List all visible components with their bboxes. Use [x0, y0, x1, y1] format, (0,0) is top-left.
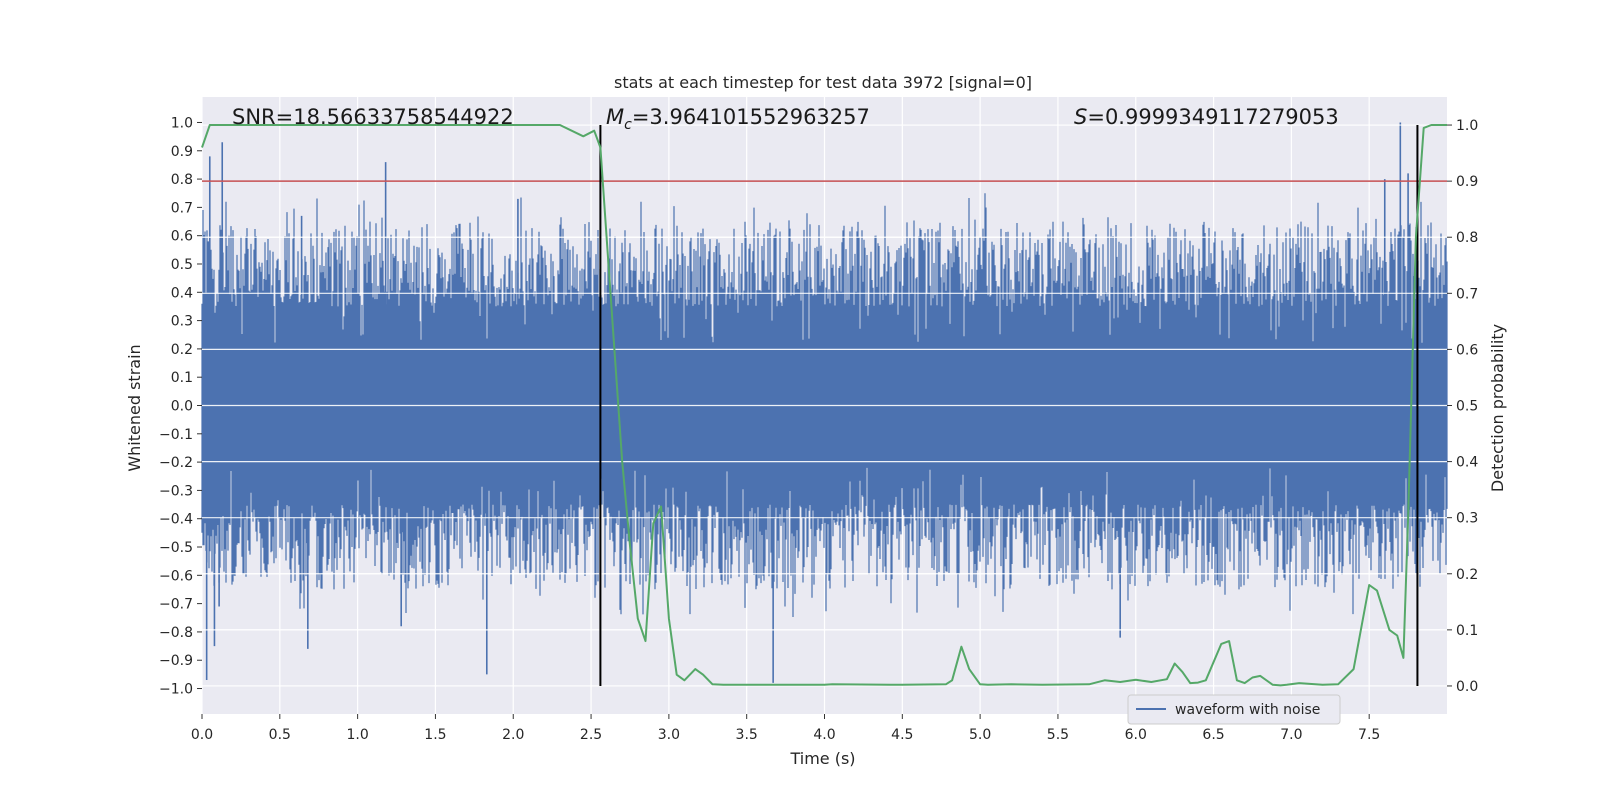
y-tick-label: 0.2 — [171, 342, 193, 358]
y-tick-label: 1.0 — [171, 115, 193, 131]
x-tick-label: 3.5 — [736, 727, 758, 743]
y-tick-label: −0.7 — [159, 597, 193, 613]
chirp-mass-subscript: c — [624, 117, 632, 133]
x-tick-label: 7.5 — [1358, 727, 1380, 743]
y-tick-label: −0.2 — [159, 455, 193, 471]
chirp-mass-value: =3.964101552963257 — [632, 105, 870, 129]
y2-tick-label: 0.4 — [1456, 455, 1478, 471]
chirp-mass-annotation: Mc=3.964101552963257 — [606, 105, 870, 133]
y2-tick-label: 0.7 — [1456, 286, 1478, 302]
x-tick-label: 3.0 — [658, 727, 680, 743]
chart-title: stats at each timestep for test data 397… — [614, 73, 1032, 92]
legend-box — [1127, 694, 1341, 725]
y2-tick-label: 0.8 — [1456, 230, 1478, 246]
y-tick-label: 0.8 — [171, 172, 193, 188]
x-tick-label: 1.5 — [424, 727, 446, 743]
y-tick-label: 0.3 — [171, 314, 193, 330]
y-tick-label: −0.6 — [159, 568, 193, 584]
y-tick-label: −0.4 — [159, 512, 193, 528]
y-tick-label: 0.0 — [171, 399, 193, 415]
x-tick-label: 7.0 — [1280, 727, 1302, 743]
y2-tick-label: 0.1 — [1456, 623, 1478, 639]
y-tick-label: −0.3 — [159, 483, 193, 499]
x-tick-label: 4.5 — [891, 727, 913, 743]
score-annotation: S=0.9999349117279053 — [1074, 105, 1339, 129]
legend-label: waveform with noise — [1175, 702, 1320, 718]
x-tick-label: 0.5 — [269, 727, 291, 743]
y2-tick-label: 0.5 — [1456, 399, 1478, 415]
y-tick-label: −0.8 — [159, 625, 193, 641]
score-symbol: S — [1074, 105, 1087, 129]
y-axis-label: Whitened strain — [125, 344, 144, 471]
y-tick-label: 0.9 — [171, 144, 193, 160]
chirp-mass-symbol: M — [606, 105, 624, 129]
y-tick-label: 0.1 — [171, 370, 193, 386]
x-tick-label: 0.0 — [191, 727, 213, 743]
x-tick-label: 5.5 — [1047, 727, 1069, 743]
probability-line — [201, 124, 1447, 687]
y2-tick-label: 0.0 — [1456, 679, 1478, 695]
x-tick-label: 4.0 — [813, 727, 835, 743]
x-tick-label: 1.0 — [346, 727, 368, 743]
y2-tick-label: 0.9 — [1456, 174, 1478, 190]
x-tick-label: 5.0 — [969, 727, 991, 743]
x-tick-label: 6.0 — [1125, 727, 1147, 743]
y-tick-label: −0.1 — [159, 427, 193, 443]
y2-tick-label: 0.2 — [1456, 567, 1478, 583]
y-tick-label: −1.0 — [159, 682, 193, 698]
y-tick-label: 0.5 — [171, 257, 193, 273]
y-tick-label: 0.7 — [171, 200, 193, 216]
x-tick-label: 6.5 — [1202, 727, 1224, 743]
x-tick-label: 2.0 — [502, 727, 524, 743]
x-tick-label: 2.5 — [580, 727, 602, 743]
snr-annotation: SNR=18.56633758544922 — [232, 105, 514, 129]
y-tick-label: 0.4 — [171, 285, 193, 301]
y-tick-label: −0.5 — [159, 540, 193, 556]
legend: waveform with noise — [1127, 694, 1341, 725]
y-tick-label: 0.6 — [171, 229, 193, 245]
x-axis-label: Time (s) — [789, 749, 855, 768]
y2-tick-label: 0.6 — [1456, 342, 1478, 358]
y2-tick-label: 0.3 — [1456, 511, 1478, 527]
y2-tick-label: 1.0 — [1456, 118, 1478, 134]
y2-axis-label: Detection probability — [1488, 324, 1507, 492]
y-tick-label: −0.9 — [159, 653, 193, 669]
score-value: =0.9999349117279053 — [1087, 105, 1338, 129]
